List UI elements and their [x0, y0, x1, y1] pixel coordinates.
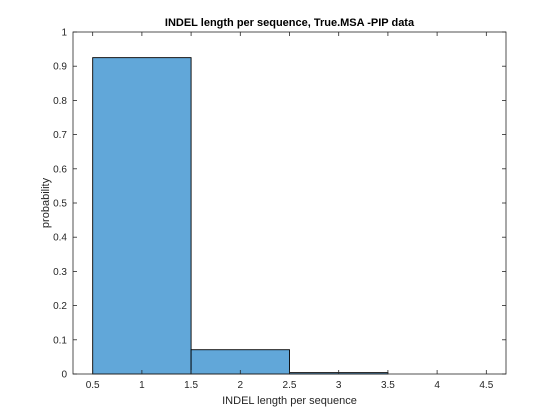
y-tick-label: 0.1	[53, 335, 67, 346]
y-tick-label: 0.7	[53, 130, 67, 141]
x-tick-label: 2.5	[283, 380, 297, 391]
axis-ticks: 0.5 1 1.5 2 2.5 3 3.5 4 4.5 0 0.1 0.2 0.3 0.4 0.5 0.6 0.…	[53, 28, 506, 391]
bar-2	[190, 349, 290, 375]
y-tick-label: 0.3	[53, 267, 67, 278]
x-tick-label: 1.5	[184, 380, 198, 391]
x-tick-label: 4	[434, 380, 440, 391]
y-tick-label: 0.2	[53, 301, 67, 312]
y-tick-label: 0.9	[53, 62, 67, 73]
y-tick-label: 0.4	[53, 233, 67, 244]
y-tick-label: 0	[61, 370, 67, 381]
x-tick-label: 4.5	[479, 380, 493, 391]
bar-1	[92, 57, 192, 375]
y-axis-label: probability	[40, 177, 52, 228]
x-axis-label: INDEL length per sequence	[222, 395, 357, 407]
x-tick-label: 2	[238, 380, 244, 391]
y-tick-label: 0.8	[53, 96, 67, 107]
x-tick-label: 1	[139, 380, 145, 391]
y-tick-label: 1	[61, 28, 67, 39]
chart-title: INDEL length per sequence, True.MSA -PIP…	[165, 17, 415, 29]
y-tick-label: 0.6	[53, 164, 67, 175]
x-tick-label: 3	[336, 380, 342, 391]
x-tick-label: 0.5	[86, 380, 100, 391]
plot-frame	[72, 31, 507, 375]
x-tick-label: 3.5	[381, 380, 395, 391]
y-tick-label: 0.5	[53, 199, 67, 210]
